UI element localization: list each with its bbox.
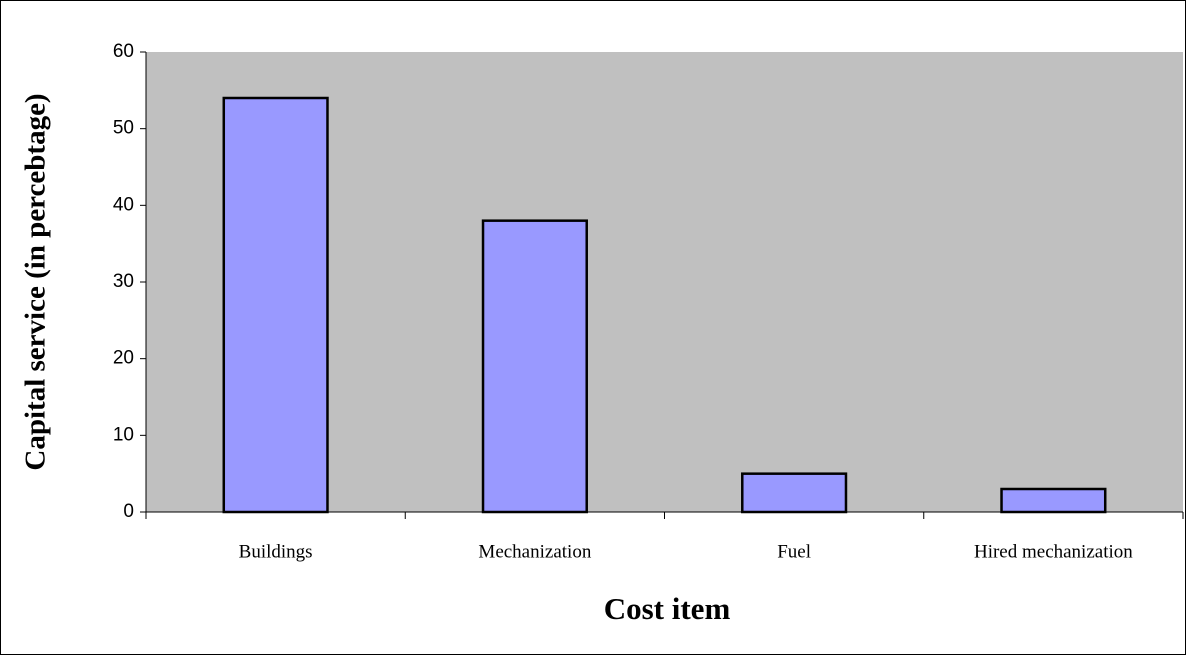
x-tick-label: Fuel <box>777 541 811 562</box>
y-tick-label: 40 <box>113 194 134 215</box>
y-tick-label: 20 <box>113 348 134 369</box>
y-tick-label: 10 <box>113 424 134 445</box>
y-tick-label: 50 <box>113 118 134 139</box>
x-axis-title: Cost item <box>604 591 731 626</box>
x-tick-label: Buildings <box>239 541 313 562</box>
bar <box>481 219 588 514</box>
y-tick-label: 30 <box>113 271 134 292</box>
x-tick-label: Hired mechanization <box>974 541 1133 562</box>
bar <box>222 96 329 514</box>
y-axis-title: Capital service (in percebtage) <box>20 93 52 470</box>
y-tick-label: 0 <box>123 501 134 522</box>
x-tick-label: Mechanization <box>478 541 591 562</box>
y-tick-label: 60 <box>113 41 134 62</box>
bar <box>1000 487 1107 514</box>
bar <box>741 472 848 514</box>
